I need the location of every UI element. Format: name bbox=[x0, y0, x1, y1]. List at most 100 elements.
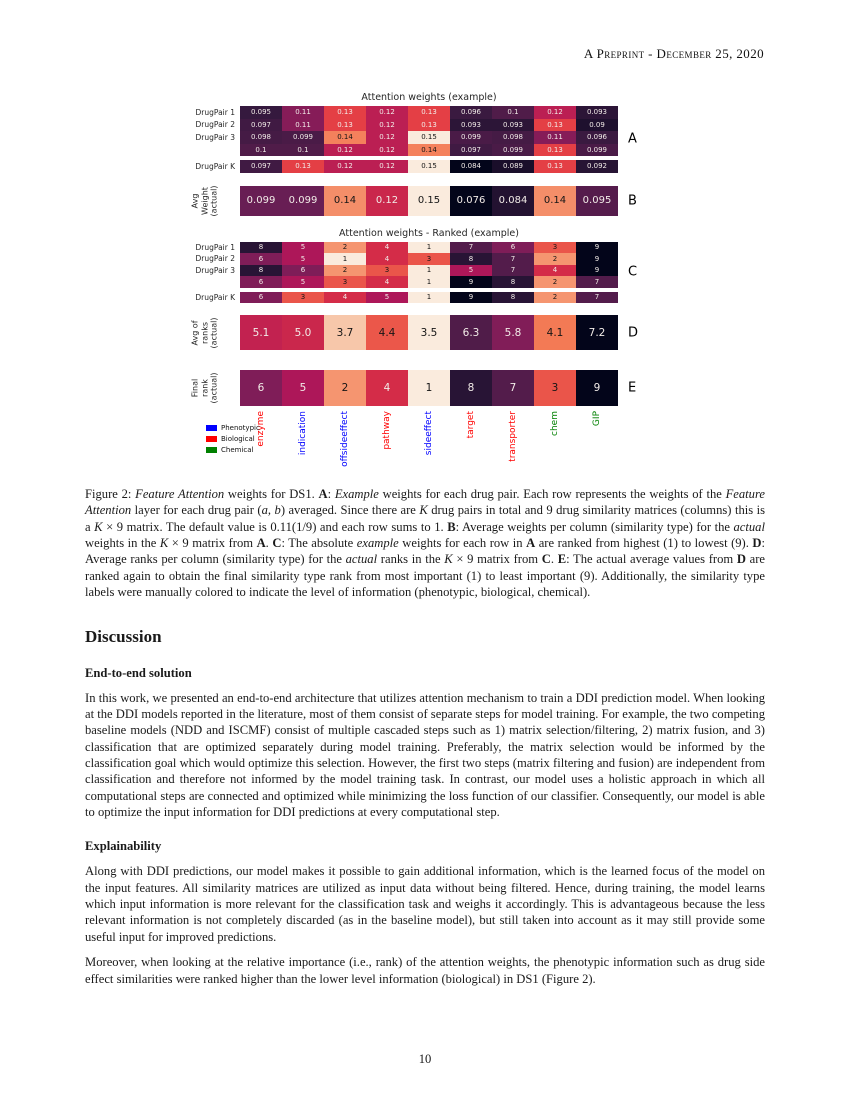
heatmap-cell: 0.13 bbox=[408, 118, 450, 131]
heatmap-cell: 6 bbox=[282, 264, 324, 276]
heatmap-cell: 9 bbox=[450, 291, 492, 303]
heatmap-cell: 1 bbox=[408, 291, 450, 303]
heatmap-cell: 7 bbox=[492, 264, 534, 276]
heatmap-cell: 1 bbox=[324, 253, 366, 265]
caption-segment: Figure 2: bbox=[85, 487, 136, 501]
heatmap-cell: 0.12 bbox=[324, 143, 366, 156]
heatmap-cell: 0.09 bbox=[576, 118, 618, 131]
heatmap-cell: 0.099 bbox=[240, 185, 282, 216]
caption-segment: K bbox=[159, 536, 169, 551]
row-label: DrugPair 1 bbox=[195, 242, 235, 252]
column-label-text: GIP bbox=[591, 411, 602, 427]
column-label-text: sideeffect bbox=[423, 411, 434, 456]
panel-letter-b: B bbox=[628, 193, 637, 208]
heatmap-row: DrugPair K 0.097 0.13 0.12 0.12 0.15 0.084 0.08… bbox=[170, 160, 655, 173]
heatmap-cell: 0.13 bbox=[534, 143, 576, 156]
heatmap-cell: 6 bbox=[240, 276, 282, 288]
heatmap-cell: 0.1 bbox=[240, 143, 282, 156]
heatmap-cell: 0.097 bbox=[240, 118, 282, 131]
heatmap-cell: 6.3 bbox=[450, 315, 492, 350]
caption-segment: are ranked from highest (1) to lowest (9… bbox=[535, 536, 753, 551]
heatmap-cell: 3 bbox=[534, 241, 576, 253]
caption-segment: drug pairs in total and 9 drug similarit… bbox=[85, 503, 765, 534]
column-label-text: pathway bbox=[381, 411, 392, 450]
caption-segment: ranks in the bbox=[377, 552, 445, 567]
heatmap-cell: 0.084 bbox=[492, 185, 534, 216]
heatmap-cell: 3.7 bbox=[324, 315, 366, 350]
caption-segment: actual bbox=[345, 552, 378, 567]
row-label: DrugPair 1 bbox=[195, 107, 235, 117]
caption-segment: are ranked again to obtain the final sim… bbox=[85, 552, 765, 600]
heatmap-cell: 0.096 bbox=[450, 106, 492, 119]
caption-segment: weights for each drug pair. Each row rep… bbox=[378, 487, 726, 501]
heatmap-cell: 2 bbox=[324, 241, 366, 253]
column-label-text: indication bbox=[297, 411, 308, 456]
heatmap-cell: 5 bbox=[366, 291, 408, 303]
heatmap-row: Avg Weight (actual) 0.099 0.099 0.14 0.12 0.1… bbox=[170, 185, 655, 216]
heatmap-cell: 2 bbox=[324, 264, 366, 276]
heatmap-cell: 5.1 bbox=[240, 315, 282, 350]
legend-label: Biological bbox=[221, 435, 255, 443]
heatmap-cell: 0.093 bbox=[492, 118, 534, 131]
heatmap-cell: 0.11 bbox=[282, 118, 324, 131]
heatmap-cell: 6 bbox=[240, 291, 282, 303]
heatmap-cell: 6 bbox=[240, 253, 282, 265]
caption-segment: × 9 matrix from bbox=[168, 536, 257, 551]
heatmap-cell: 0.14 bbox=[534, 185, 576, 216]
heatmap-cell: 0.092 bbox=[576, 160, 618, 173]
paragraph-end-to-end: In this work, we presented an end-to-end… bbox=[85, 690, 765, 820]
heatmap-cell: 4 bbox=[366, 253, 408, 265]
side-label-cell: Avg Weight (actual) bbox=[170, 185, 240, 216]
heatmap-cell: 6 bbox=[492, 241, 534, 253]
legend-swatch bbox=[206, 447, 217, 453]
heatmap-cell: 8 bbox=[492, 276, 534, 288]
panel-a-title: Attention weights (example) bbox=[361, 92, 497, 103]
subsection-heading-end-to-end: End-to-end solution bbox=[85, 665, 192, 680]
heatmap-cell: 9 bbox=[576, 370, 618, 406]
heatmap-cell: 2 bbox=[534, 291, 576, 303]
heatmap-panel-a: DrugPair 1 0.095 0.11 0.13 0.12 0.13 0.096 0.1 0… bbox=[170, 106, 655, 173]
heatmap-cell: 0.099 bbox=[450, 131, 492, 144]
row-label bbox=[170, 144, 240, 157]
caption-segment: Feature Attention bbox=[85, 487, 765, 518]
heatmap-cell: 0.1 bbox=[282, 143, 324, 156]
column-label-transporter: transporter bbox=[492, 411, 534, 481]
heatmap-cell: 8 bbox=[450, 370, 492, 406]
page-number: 10 bbox=[418, 1052, 432, 1066]
heatmap-cell: 0.096 bbox=[576, 131, 618, 144]
column-label-target: target bbox=[450, 411, 492, 481]
caption-segment: C bbox=[541, 552, 551, 567]
column-label-text: target bbox=[465, 411, 476, 439]
heatmap-cell: 4 bbox=[324, 291, 366, 303]
caption-segment: K bbox=[419, 503, 428, 518]
caption-segment: A bbox=[526, 536, 536, 551]
heatmap-cell: 4.4 bbox=[366, 315, 408, 350]
heatmap-cell: 2 bbox=[534, 276, 576, 288]
heatmap-cell: 0.093 bbox=[576, 106, 618, 119]
column-label-text: chem bbox=[549, 411, 560, 436]
heatmap-cell: 3 bbox=[282, 291, 324, 303]
heatmap-cell: 0.097 bbox=[450, 143, 492, 156]
heatmap-cell: 2 bbox=[324, 370, 366, 406]
column-label-text: transporter bbox=[507, 411, 518, 462]
heatmap-cell: 0.12 bbox=[366, 143, 408, 156]
heatmap-cell: 0.095 bbox=[576, 185, 618, 216]
heatmap-cell: 4 bbox=[534, 264, 576, 276]
panel-letter-c: C bbox=[628, 264, 638, 280]
figure-caption: Figure 2: Feature Attention weights for … bbox=[85, 486, 765, 601]
heatmap-cell: 8 bbox=[240, 264, 282, 276]
heatmap-cell: 0.12 bbox=[366, 185, 408, 216]
heatmap-row: DrugPair 2 0.097 0.11 0.13 0.12 0.13 0.093 0.09… bbox=[170, 118, 655, 131]
caption-segment: D bbox=[752, 536, 762, 551]
heatmap-cell: 0.093 bbox=[450, 118, 492, 131]
panel-b-side-label: Avg Weight (actual) bbox=[190, 185, 219, 216]
heatmap-cell: 7 bbox=[492, 253, 534, 265]
heatmap-cell: 3 bbox=[324, 276, 366, 288]
legend-item-chemical: Chemical bbox=[206, 446, 260, 454]
page-body: Figure 2: Feature Attention weights for … bbox=[85, 486, 765, 987]
